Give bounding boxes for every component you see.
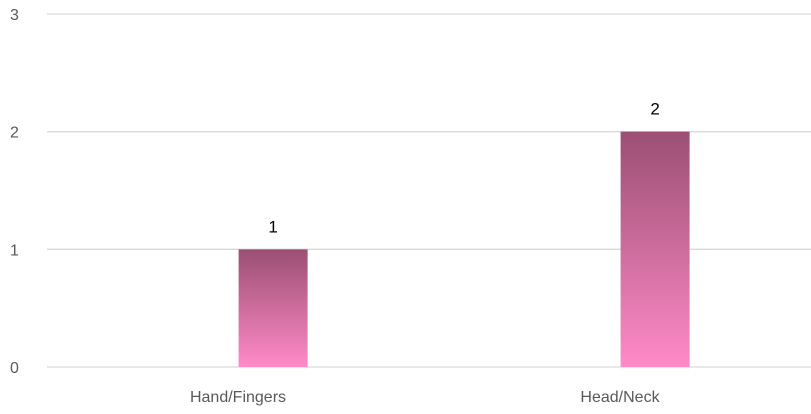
data-label: 1 — [268, 217, 277, 236]
x-tick-label: Head/Neck — [580, 389, 660, 406]
y-tick-label: 0 — [10, 360, 19, 377]
y-tick-label: 1 — [10, 242, 19, 259]
bar — [238, 249, 308, 367]
data-labels: 12 — [268, 100, 659, 237]
bars — [238, 131, 690, 367]
gridlines — [47, 13, 811, 368]
x-tick-label: Hand/Fingers — [190, 389, 286, 406]
data-label: 2 — [650, 100, 659, 119]
y-tick-label: 2 — [10, 125, 19, 142]
bar — [620, 131, 690, 367]
y-axis-tick-labels: 0 1 2 3 — [10, 7, 19, 377]
x-axis-tick-labels: Hand/Fingers Head/Neck — [190, 389, 661, 406]
y-tick-label: 3 — [10, 7, 19, 24]
